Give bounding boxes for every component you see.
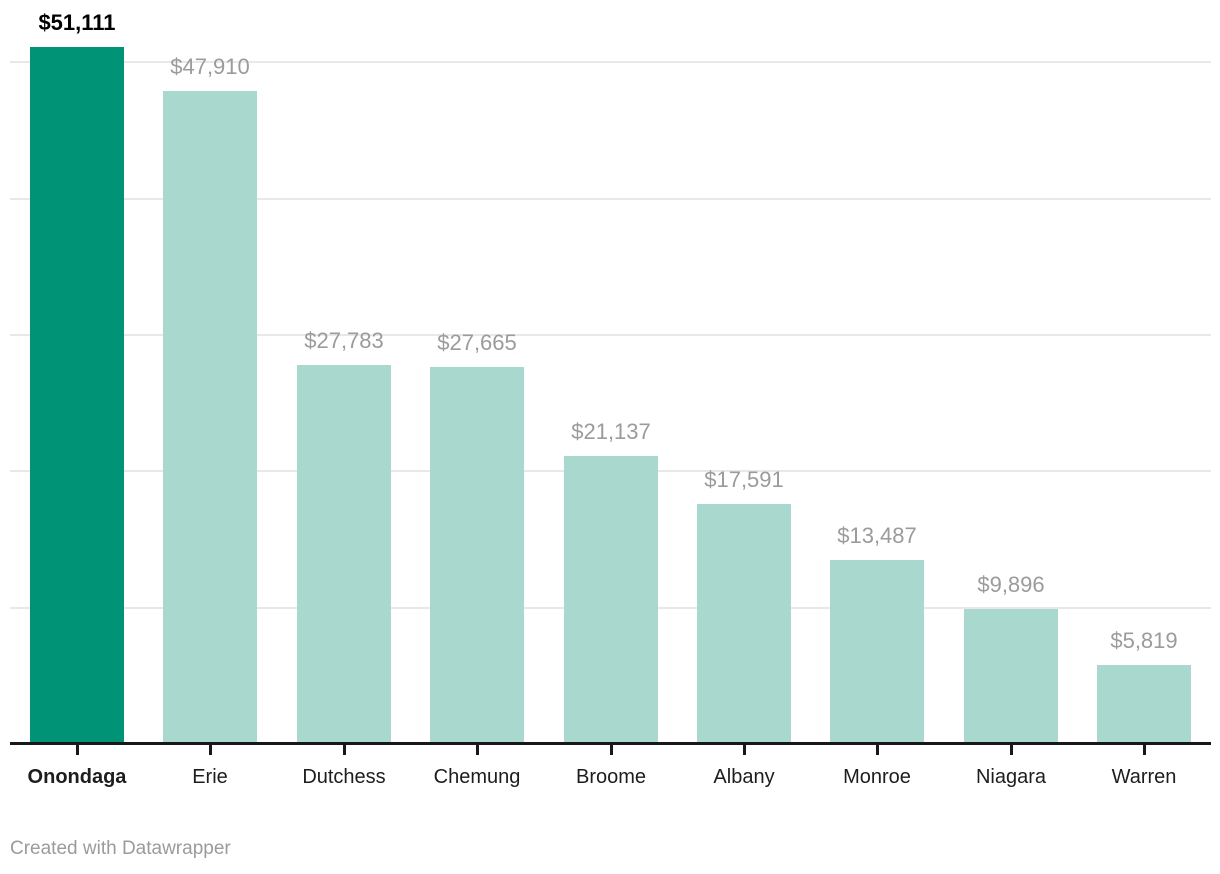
axis-tick (75, 745, 79, 755)
category-label-albany: Albany (713, 766, 775, 788)
x-axis-line (10, 742, 1211, 745)
value-label: $9,896 (977, 572, 1045, 597)
value-label: $51,111 (38, 10, 116, 35)
category-label-dutchess: Dutchess (302, 766, 386, 788)
value-label: $17,591 (704, 467, 784, 492)
bar-albany[interactable] (697, 504, 791, 744)
category-label-monroe: Monroe (843, 766, 911, 788)
axis-tick (475, 745, 479, 755)
category-label-erie: Erie (192, 766, 228, 788)
bar-onondaga[interactable] (30, 47, 124, 744)
datawrapper-credit[interactable]: Created with Datawrapper (10, 838, 231, 859)
category-label-broome: Broome (575, 766, 647, 788)
value-label: $27,783 (304, 328, 384, 353)
axis-tick (1142, 745, 1146, 755)
bar-broome[interactable] (564, 456, 658, 744)
value-label: $13,487 (837, 523, 917, 548)
bar-dutchess[interactable] (297, 365, 391, 744)
axis-tick (609, 745, 613, 755)
bar-niagara[interactable] (964, 609, 1058, 744)
category-label-chemung: Chemung (433, 766, 521, 788)
axis-tick (742, 745, 746, 755)
bar-chemung[interactable] (430, 367, 524, 744)
axis-tick (875, 745, 879, 755)
gridline (10, 61, 1211, 64)
value-label: $27,665 (437, 330, 517, 355)
bar-erie[interactable] (163, 91, 257, 744)
axis-tick (1009, 745, 1013, 755)
axis-tick (342, 745, 346, 755)
category-label-niagara: Niagara (975, 766, 1047, 788)
gridline (10, 333, 1211, 336)
bar-monroe[interactable] (830, 560, 924, 744)
value-label: $5,819 (1110, 628, 1178, 653)
category-label-warren: Warren (1111, 766, 1177, 788)
axis-tick (208, 745, 212, 755)
value-label: $21,137 (571, 419, 651, 444)
value-label: $47,910 (170, 54, 250, 79)
category-label-onondaga: Onondaga (27, 766, 127, 788)
bar-warren[interactable] (1097, 665, 1191, 744)
gridline (10, 197, 1211, 200)
